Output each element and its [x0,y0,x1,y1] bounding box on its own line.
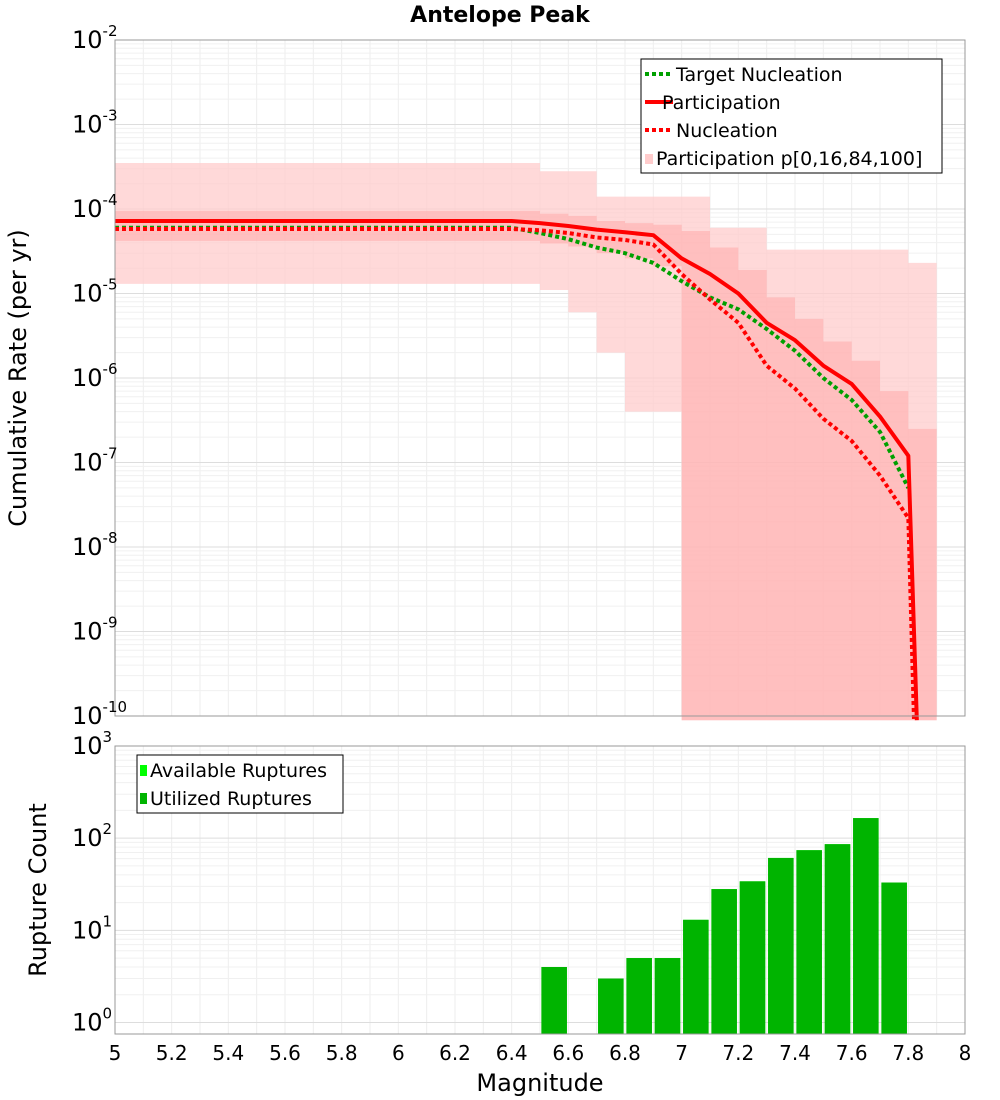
legend-swatch-band [645,154,653,164]
x-tick-label: 7.4 [779,1041,811,1065]
top-y-tick-labels: 10-2 10-3 10-4 10-5 10-6 10-7 10-8 10-9 10-10 [72,22,127,730]
bar-utilized-ruptures [796,850,822,1034]
top-series [115,219,919,721]
top-y-tick-label: 10-9 [72,614,118,646]
legend-entry-label: Target Nucleation [675,64,843,86]
x-tick-label: 5.8 [326,1041,358,1065]
legend-entry-label: Participation [662,92,781,114]
bottom-y-tick-labels: 103 102 101 100 [72,728,112,1036]
top-y-tick-label: 10-4 [72,191,118,223]
top-panel: 10-2 10-3 10-4 10-5 10-6 10-7 10-8 10-9 10-10 Cu… [4,22,966,730]
top-y-tick-label: 10-6 [72,360,118,392]
x-tick-label: 7.8 [892,1041,924,1065]
bottom-y-tick-label: 102 [72,820,112,852]
top-y-tick-label: 10-5 [72,276,118,308]
x-tick-label: 6.6 [552,1041,584,1065]
bar-utilized-ruptures [824,844,851,1034]
top-y-tick-label: 10-7 [72,445,118,477]
top-y-tick-label: 10-2 [72,22,118,54]
bottom-x-tick-labels: 5 5.2 5.4 5.6 5.8 6 6.2 6.4 6.6 6.8 7 7.2 7.4 7.6 7.8 8 [109,1041,972,1065]
top-y-tick-label: 10-3 [72,107,118,139]
legend-entry-label: Participation p[0,16,84,100] [656,148,922,170]
x-tick-label: 5.2 [156,1041,188,1065]
x-tick-label: 5.6 [269,1041,301,1065]
bar-utilized-ruptures [598,978,624,1034]
x-tick-label: 7.2 [722,1041,754,1065]
legend-swatch-bar [140,765,147,776]
x-tick-label: 8 [959,1041,972,1065]
bottom-legend: Available Ruptures Utilized Ruptures [136,754,344,814]
x-tick-label: 6 [392,1041,405,1065]
legend-entry-label: Nucleation [676,120,778,142]
bottom-y-tick-label: 103 [72,728,112,760]
bar-utilized-ruptures [853,818,879,1034]
series-line-participation [115,219,919,721]
top-legend: Target Nucleation Participation Nucleation… [640,58,943,174]
x-tick-label: 7 [675,1041,688,1065]
legend-entry-label: Available Ruptures [150,760,327,782]
band-1 [115,210,937,721]
bottom-y-tick-label: 101 [72,912,112,944]
bar-utilized-ruptures [683,919,709,1034]
bottom-y-tick-label: 100 [72,1004,112,1036]
legend-swatch-bar [140,793,147,804]
x-tick-label: 7.6 [836,1041,868,1065]
x-tick-label: 5.4 [212,1041,244,1065]
bottom-bars [541,818,907,1034]
bar-utilized-ruptures [739,881,766,1034]
top-y-tick-label: 10-10 [72,698,127,730]
x-tick-label: 6.4 [496,1041,528,1065]
bar-utilized-ruptures [654,958,681,1034]
bar-utilized-ruptures [881,882,907,1034]
chart-title: Antelope Peak [410,3,591,28]
x-tick-label: 6.2 [439,1041,471,1065]
bar-utilized-ruptures [711,889,737,1034]
x-tick-label: 5 [109,1041,122,1065]
legend-entry-label: Utilized Ruptures [150,788,312,810]
top-legend-box [640,58,943,174]
bar-utilized-ruptures [768,857,794,1034]
top-bands [115,163,937,721]
bottom-legend-box [136,754,344,814]
bottom-panel: 103 102 101 100 5 5.2 5.4 5.6 5.8 6 6.2 6.4 6.6 6.8 7… [24,728,971,1097]
top-y-axis-label: Cumulative Rate (per yr) [4,229,32,527]
series-line-nucleation [115,226,916,721]
top-plot-frame [114,39,966,717]
bottom-plot-frame [114,745,966,1035]
x-axis-label: Magnitude [476,1069,603,1097]
bar-utilized-ruptures [541,966,567,1034]
bottom-y-axis-label: Rupture Count [24,803,52,977]
x-tick-label: 6.8 [609,1041,641,1065]
top-y-tick-label: 10-8 [72,529,118,561]
bar-utilized-ruptures [626,958,652,1034]
